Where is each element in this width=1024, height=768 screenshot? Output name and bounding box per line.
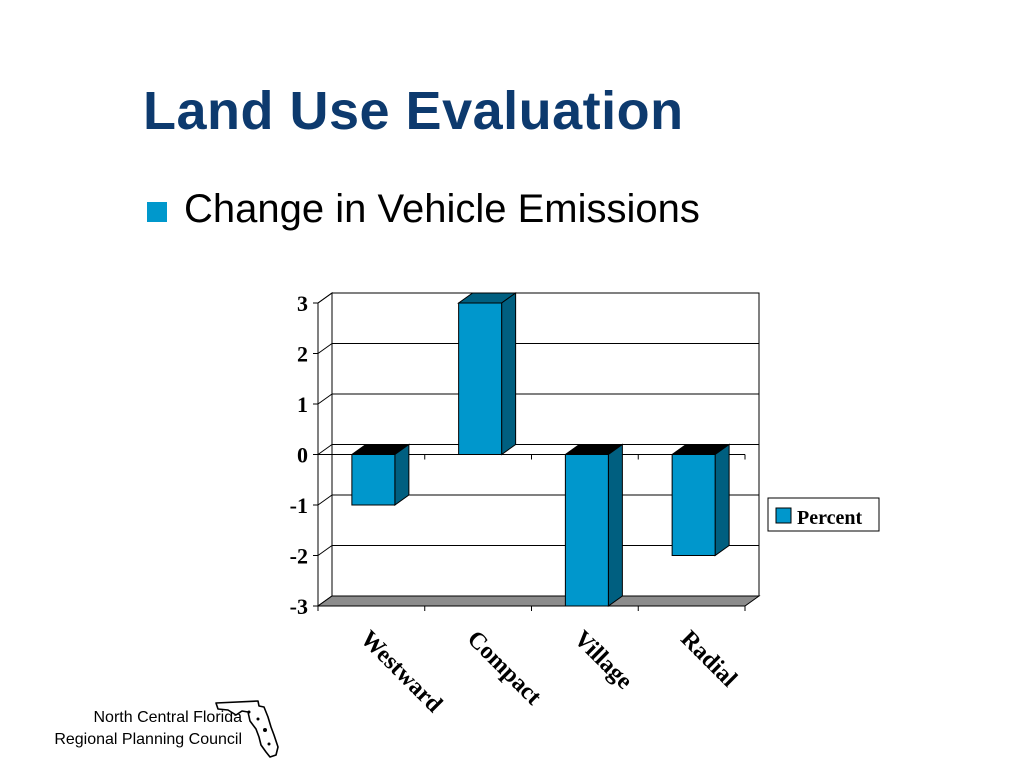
footer-credit: North Central Florida Regional Planning …	[40, 707, 242, 751]
bullet-item: Change in Vehicle Emissions	[147, 187, 700, 232]
bar-village	[563, 443, 624, 607]
gridline-side	[317, 444, 333, 455]
bullet-text: Change in Vehicle Emissions	[184, 187, 700, 231]
category-label: Radial	[675, 626, 742, 693]
bar-radial	[670, 443, 731, 557]
bar-westward	[350, 443, 411, 506]
gridline-side	[317, 292, 333, 304]
y-tick-label: 3	[297, 291, 308, 316]
y-tick-label: -1	[290, 493, 308, 518]
y-tick-label: 1	[297, 392, 308, 417]
bar-front-face	[671, 454, 716, 556]
gridline-side	[317, 343, 333, 354]
chart-floor	[316, 595, 761, 607]
bar-side-face	[714, 443, 730, 557]
y-tick-label: 0	[297, 443, 308, 468]
bar-side-face	[607, 443, 623, 607]
footer-line-2: Regional Planning Council	[54, 731, 242, 748]
category-label: Village	[569, 626, 638, 695]
gridline-side	[317, 494, 333, 506]
gridline-side	[317, 545, 333, 556]
slide-title: Land Use Evaluation	[143, 81, 684, 141]
bar-compact	[457, 292, 518, 456]
bar-front-face	[458, 302, 503, 455]
bullet-square-icon	[147, 201, 167, 222]
footer-line-1: North Central Florida	[93, 709, 243, 726]
legend-swatch	[775, 507, 792, 524]
bar-front-face	[351, 454, 396, 506]
legend-label: Percent	[797, 507, 862, 529]
gridline-side	[317, 393, 333, 405]
y-tick-label: -2	[290, 544, 308, 569]
y-tick-label: 2	[297, 342, 308, 367]
bar-side-face	[501, 292, 517, 456]
bar-front-face	[564, 454, 609, 607]
legend: Percent	[767, 497, 880, 532]
category-label: Westward	[355, 626, 447, 718]
y-tick-label: -3	[290, 594, 308, 619]
category-label: Compact	[462, 626, 546, 710]
bar-side-face	[394, 443, 410, 506]
florida-map-icon	[215, 700, 279, 758]
